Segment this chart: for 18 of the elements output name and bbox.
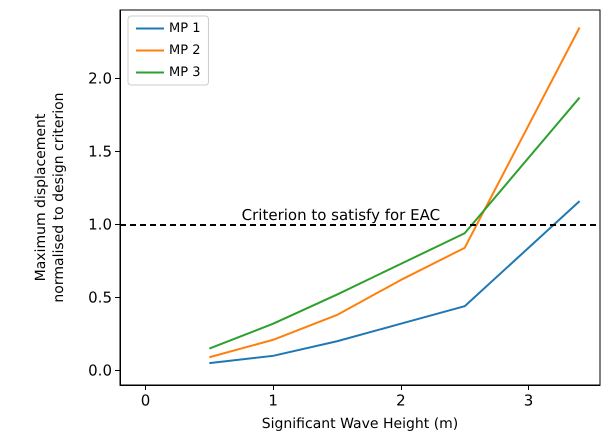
x-tick-label: 2 xyxy=(396,392,406,410)
y-tick-label: 0.5 xyxy=(88,288,112,306)
y-tick-label: 2.0 xyxy=(88,70,112,88)
y-tick-label: 1.5 xyxy=(88,142,112,161)
legend-label: MP 1 xyxy=(169,21,200,36)
line-series xyxy=(208,96,581,350)
line-series xyxy=(208,26,581,358)
x-tick-label: 1 xyxy=(268,392,278,410)
legend-label: MP 2 xyxy=(169,43,200,58)
line-series xyxy=(208,200,581,364)
y-tick-label: 0.0 xyxy=(88,361,112,380)
x-tick-label: 3 xyxy=(524,392,534,410)
x-tick-label: 0 xyxy=(140,392,150,410)
legend-label: MP 3 xyxy=(169,65,200,80)
x-axis-title: Significant Wave Height (m) xyxy=(262,416,458,432)
annotation: Criterion to satisfy for EAC xyxy=(242,206,440,224)
y-axis-title: Maximum displacement normalised to design criterion xyxy=(33,92,67,303)
y-tick-label: 1.0 xyxy=(88,215,112,234)
